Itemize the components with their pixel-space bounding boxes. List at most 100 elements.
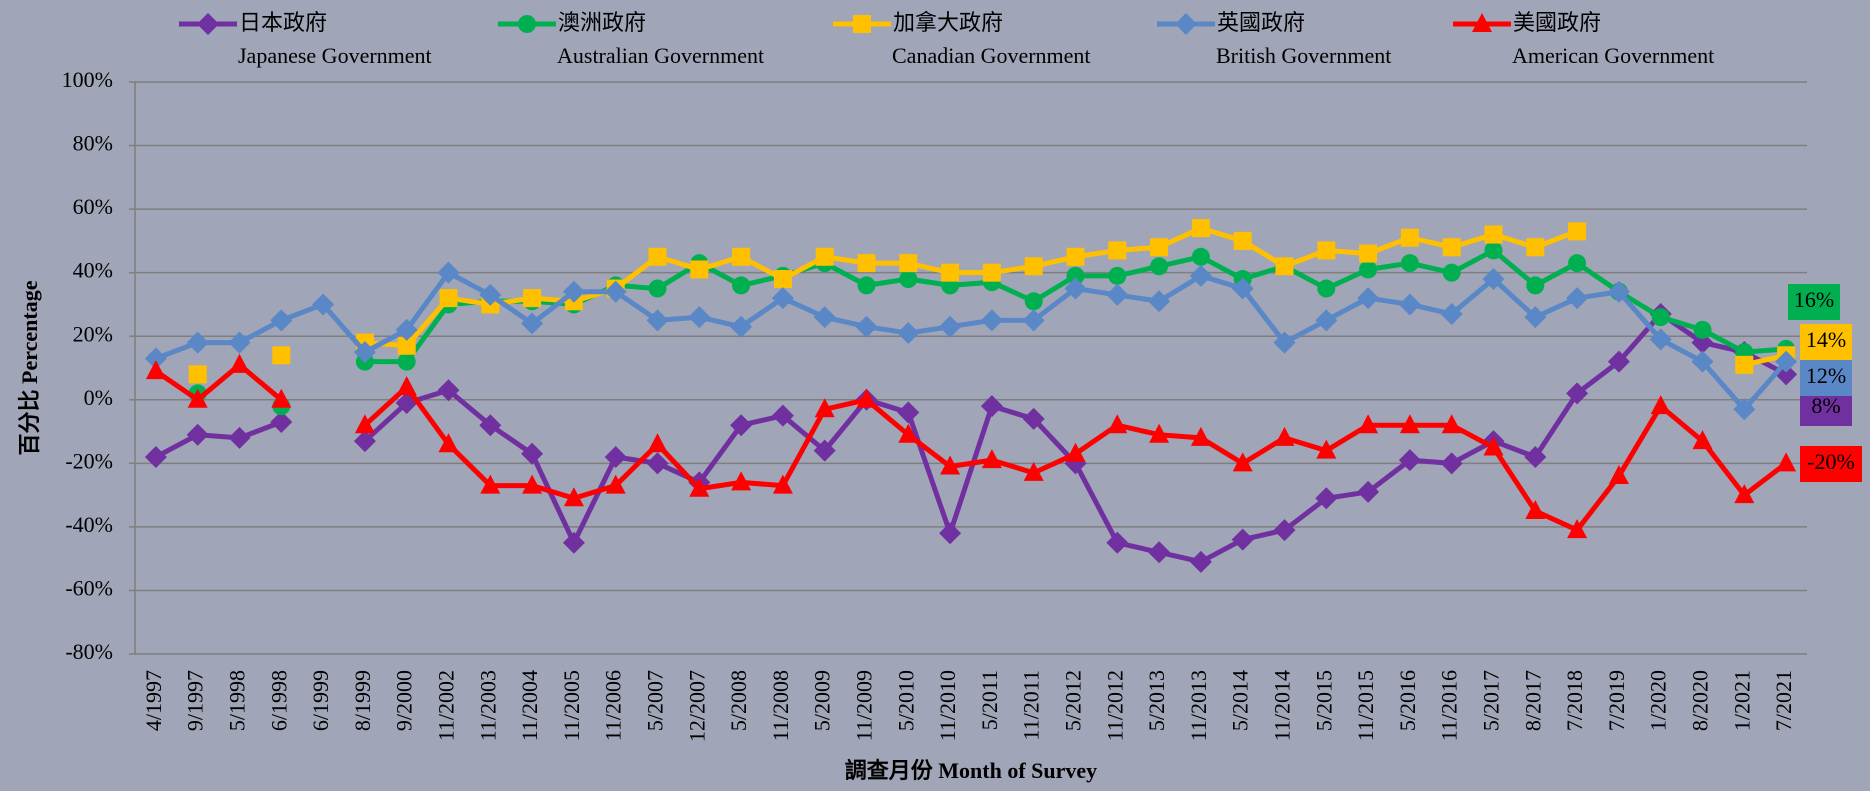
legend-marker — [1175, 13, 1197, 35]
x-tick-label: 1/2020 — [1646, 670, 1671, 731]
data-point — [1191, 247, 1210, 266]
series-line — [154, 419, 283, 460]
data-point — [1357, 287, 1380, 310]
data-point — [1024, 257, 1043, 276]
x-tick-label: 11/2002 — [434, 670, 459, 741]
value-label-box — [1788, 284, 1840, 320]
data-point — [899, 270, 918, 289]
data-point — [1359, 260, 1378, 279]
data-point — [353, 430, 376, 453]
data-point — [981, 449, 1002, 469]
x-tick-label: 5/2010 — [893, 670, 918, 731]
data-point — [1484, 241, 1503, 260]
data-point — [1233, 231, 1252, 250]
data-point — [229, 353, 250, 373]
x-tick-label: 11/2005 — [559, 670, 584, 741]
data-point — [855, 315, 878, 338]
data-point — [1358, 414, 1379, 434]
data-point — [187, 388, 208, 408]
data-point — [730, 315, 753, 338]
data-point — [1566, 382, 1589, 405]
data-point — [899, 254, 918, 273]
x-tick-label: 5/2016 — [1395, 670, 1420, 731]
data-point — [1733, 398, 1756, 421]
value-label: 14% — [1806, 327, 1846, 352]
data-point — [1525, 500, 1546, 519]
data-point — [648, 247, 667, 266]
y-tick-label: 80% — [73, 131, 113, 156]
data-point — [1106, 283, 1129, 306]
data-point — [1692, 430, 1713, 450]
data-point — [1607, 280, 1630, 303]
data-point — [1400, 228, 1419, 247]
x-tick-label: 8/1999 — [350, 670, 375, 731]
data-point — [1315, 487, 1338, 510]
data-point — [271, 388, 292, 408]
data-point — [771, 287, 794, 310]
legend-label-en: Japanese Government — [238, 43, 432, 68]
legend-marker — [1472, 13, 1492, 32]
data-point — [1400, 254, 1419, 273]
x-tick-label: 5/2013 — [1144, 670, 1169, 731]
data-point — [186, 423, 209, 446]
data-point — [1649, 328, 1672, 351]
x-tick-label: 5/2015 — [1311, 670, 1336, 731]
data-point — [604, 280, 627, 303]
x-tick-label: 5/2012 — [1061, 670, 1086, 731]
data-point — [1022, 407, 1045, 430]
x-tick-label: 11/2006 — [601, 670, 626, 741]
y-tick-label: 0% — [84, 385, 113, 410]
data-point — [1064, 277, 1087, 300]
data-point — [646, 452, 669, 475]
data-point — [813, 439, 836, 462]
data-point — [1442, 263, 1461, 282]
data-point — [354, 414, 375, 434]
data-point — [1526, 238, 1545, 257]
data-point — [1191, 219, 1210, 238]
data-point — [814, 398, 835, 418]
data-point — [1734, 484, 1755, 504]
series — [144, 261, 1798, 421]
data-point — [1317, 241, 1336, 260]
y-tick-label: -20% — [65, 448, 113, 473]
data-point — [353, 341, 376, 364]
legend-item: 英國政府 British Government — [1157, 11, 1391, 68]
data-point — [1398, 293, 1421, 316]
data-point — [1273, 331, 1296, 354]
data-point — [1357, 480, 1380, 503]
legend-item: 加拿大政府 Canadian Government — [833, 10, 1091, 68]
value-label-box — [1800, 446, 1862, 482]
data-point — [439, 289, 458, 308]
x-tick-label: 7/2019 — [1604, 670, 1629, 731]
x-tick-label: 7/2018 — [1562, 670, 1587, 731]
data-point — [562, 531, 585, 554]
x-tick-label: 5/2017 — [1479, 670, 1504, 731]
x-tick-label: 1/2021 — [1729, 670, 1754, 731]
y-tick-label: 40% — [73, 258, 113, 283]
x-tick-label: 11/2013 — [1186, 670, 1211, 741]
data-point — [1107, 414, 1128, 434]
x-tick-label: 11/2010 — [935, 670, 960, 741]
value-label: 16% — [1794, 287, 1834, 312]
legend-label-en: British Government — [1216, 43, 1391, 68]
series-line — [154, 362, 283, 403]
data-point — [437, 261, 460, 284]
data-point — [1108, 241, 1127, 260]
legend-label: 日本政府 — [239, 11, 327, 36]
value-label: -20% — [1807, 449, 1855, 474]
legend-item: 澳洲政府 Australian Government — [498, 11, 764, 68]
legend-item: 美國政府 American Government — [1453, 11, 1714, 68]
y-axis-title: 百分比 Percentage — [17, 280, 42, 455]
data-point — [1567, 519, 1588, 539]
data-point — [1106, 531, 1129, 554]
legend-marker — [518, 15, 536, 33]
data-point — [731, 471, 752, 491]
legend-item: 日本政府 Japanese Government — [179, 11, 432, 68]
data-point — [479, 414, 502, 437]
data-point — [689, 477, 710, 497]
x-tick-label: 11/2004 — [517, 670, 542, 741]
data-point — [1440, 452, 1463, 475]
data-point — [1524, 306, 1547, 329]
data-point — [1524, 445, 1547, 468]
data-point — [1650, 395, 1671, 415]
